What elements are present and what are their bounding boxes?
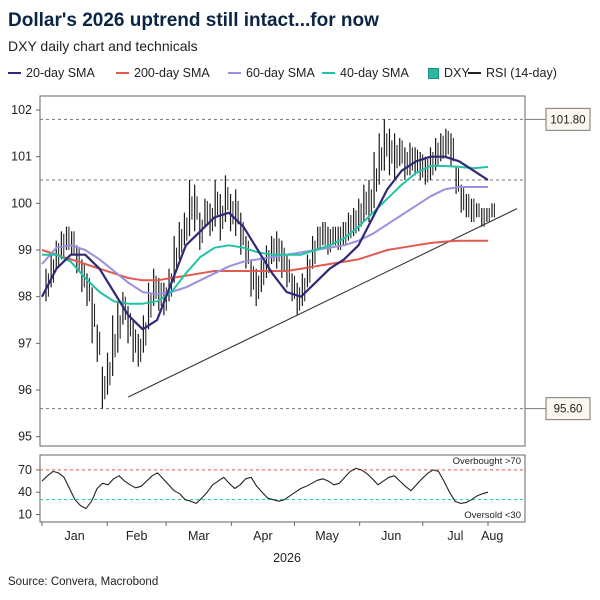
price-reference-label: 101.80 (525, 107, 591, 131)
rsi-y-tick-label: 10 (18, 508, 32, 522)
legend-label: RSI (14-day) (486, 66, 557, 80)
x-tick-label: Jan (65, 529, 85, 543)
x-axis-year-label: 2026 (273, 551, 301, 565)
rsi-y-tick-label: 70 (18, 463, 32, 477)
rsi-reference-label: Overbought >70 (453, 456, 521, 467)
price-panel-frame (39, 95, 526, 447)
trendline (128, 208, 518, 398)
x-tick-label: May (315, 529, 339, 543)
price-reference-label-text: 101.80 (550, 114, 585, 126)
dxy-bars (45, 119, 495, 409)
x-tick-label: Jun (381, 529, 401, 543)
legend-label: 20-day SMA (26, 66, 95, 80)
legend-swatch (468, 72, 481, 74)
x-tick-label: Feb (126, 529, 148, 543)
series-line-20-day-sma (41, 155, 489, 331)
legend-item-40-day-sma: 40-day SMA (322, 66, 409, 80)
legend-swatch (322, 72, 335, 74)
legend-item-rsi-14-day: RSI (14-day) (468, 66, 557, 80)
series-line-40-day-sma (42, 165, 489, 305)
price-y-tick-label: 95 (18, 430, 32, 444)
rsi-y-axis: 10 40 70 (18, 463, 40, 522)
legend-swatch (8, 72, 21, 74)
legend-item-dxy: DXY (428, 66, 470, 80)
price-y-tick-label: 96 (18, 383, 32, 397)
rsi-y-tick-label: 40 (18, 485, 32, 499)
legend-item-20-day-sma: 20-day SMA (8, 66, 95, 80)
x-tick-label: Jul (447, 529, 463, 543)
legend: 20-day SMA 200-day SMA 60-day SMA 40-day SM… (8, 66, 598, 86)
price-reference-label-text: 95.60 (554, 404, 583, 416)
source-note: Source: Convera, Macrobond (8, 576, 159, 588)
legend-label: 60-day SMA (246, 66, 315, 80)
chart-subtitle: DXY daily chart and technicals (8, 38, 198, 54)
legend-item-200-day-sma: 200-day SMA (116, 66, 210, 80)
x-tick-label: Mar (188, 529, 210, 543)
legend-item-60-day-sma: 60-day SMA (228, 66, 315, 80)
series-line-60-day-sma (41, 186, 488, 296)
series-line-rsi-14-day (41, 467, 489, 510)
price-y-axis: 95 96 97 98 99 100 101 102 (11, 103, 40, 444)
x-axis: Jan Feb Mar Apr May Jun Jul Aug 2026 (41, 522, 503, 565)
price-y-tick-label: 99 (18, 243, 32, 257)
legend-label: DXY (444, 66, 470, 80)
legend-swatch (228, 72, 241, 74)
rsi-panel-frame (39, 454, 526, 523)
price-y-tick-label: 100 (11, 196, 32, 210)
price-y-tick-label: 97 (18, 336, 32, 350)
price-y-tick-label: 102 (11, 103, 32, 117)
price-y-tick-label: 98 (18, 290, 32, 304)
rsi-reference-label: Oversold <30 (464, 510, 521, 521)
legend-label: 40-day SMA (340, 66, 409, 80)
chart-title: Dollar's 2026 uptrend still intact...for… (8, 10, 379, 31)
x-tick-label: Aug (481, 529, 503, 543)
legend-swatch (116, 72, 129, 74)
price-y-tick-label: 101 (11, 150, 32, 164)
x-tick-label: Apr (253, 529, 272, 543)
legend-label: 200-day SMA (134, 66, 210, 80)
legend-swatch (428, 67, 439, 79)
price-reference-label: 95.60 (525, 397, 591, 421)
